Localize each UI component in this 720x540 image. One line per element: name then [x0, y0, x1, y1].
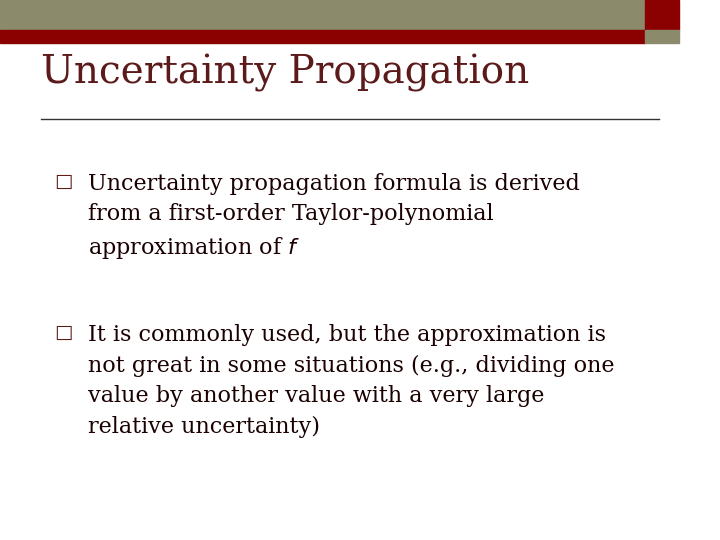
Bar [0, 30, 645, 43]
Text: □: □ [54, 324, 73, 342]
Bar [0, 0, 645, 30]
Text: Uncertainty propagation formula is derived
from a first-order Taylor-polynomial
: Uncertainty propagation formula is deriv… [89, 173, 580, 261]
Text: Uncertainty Propagation: Uncertainty Propagation [41, 54, 529, 92]
Bar [645, 30, 679, 43]
Text: It is commonly used, but the approximation is
not great in some situations (e.g.: It is commonly used, but the approximati… [89, 324, 615, 438]
Text: □: □ [54, 173, 73, 191]
Bar [645, 0, 679, 30]
